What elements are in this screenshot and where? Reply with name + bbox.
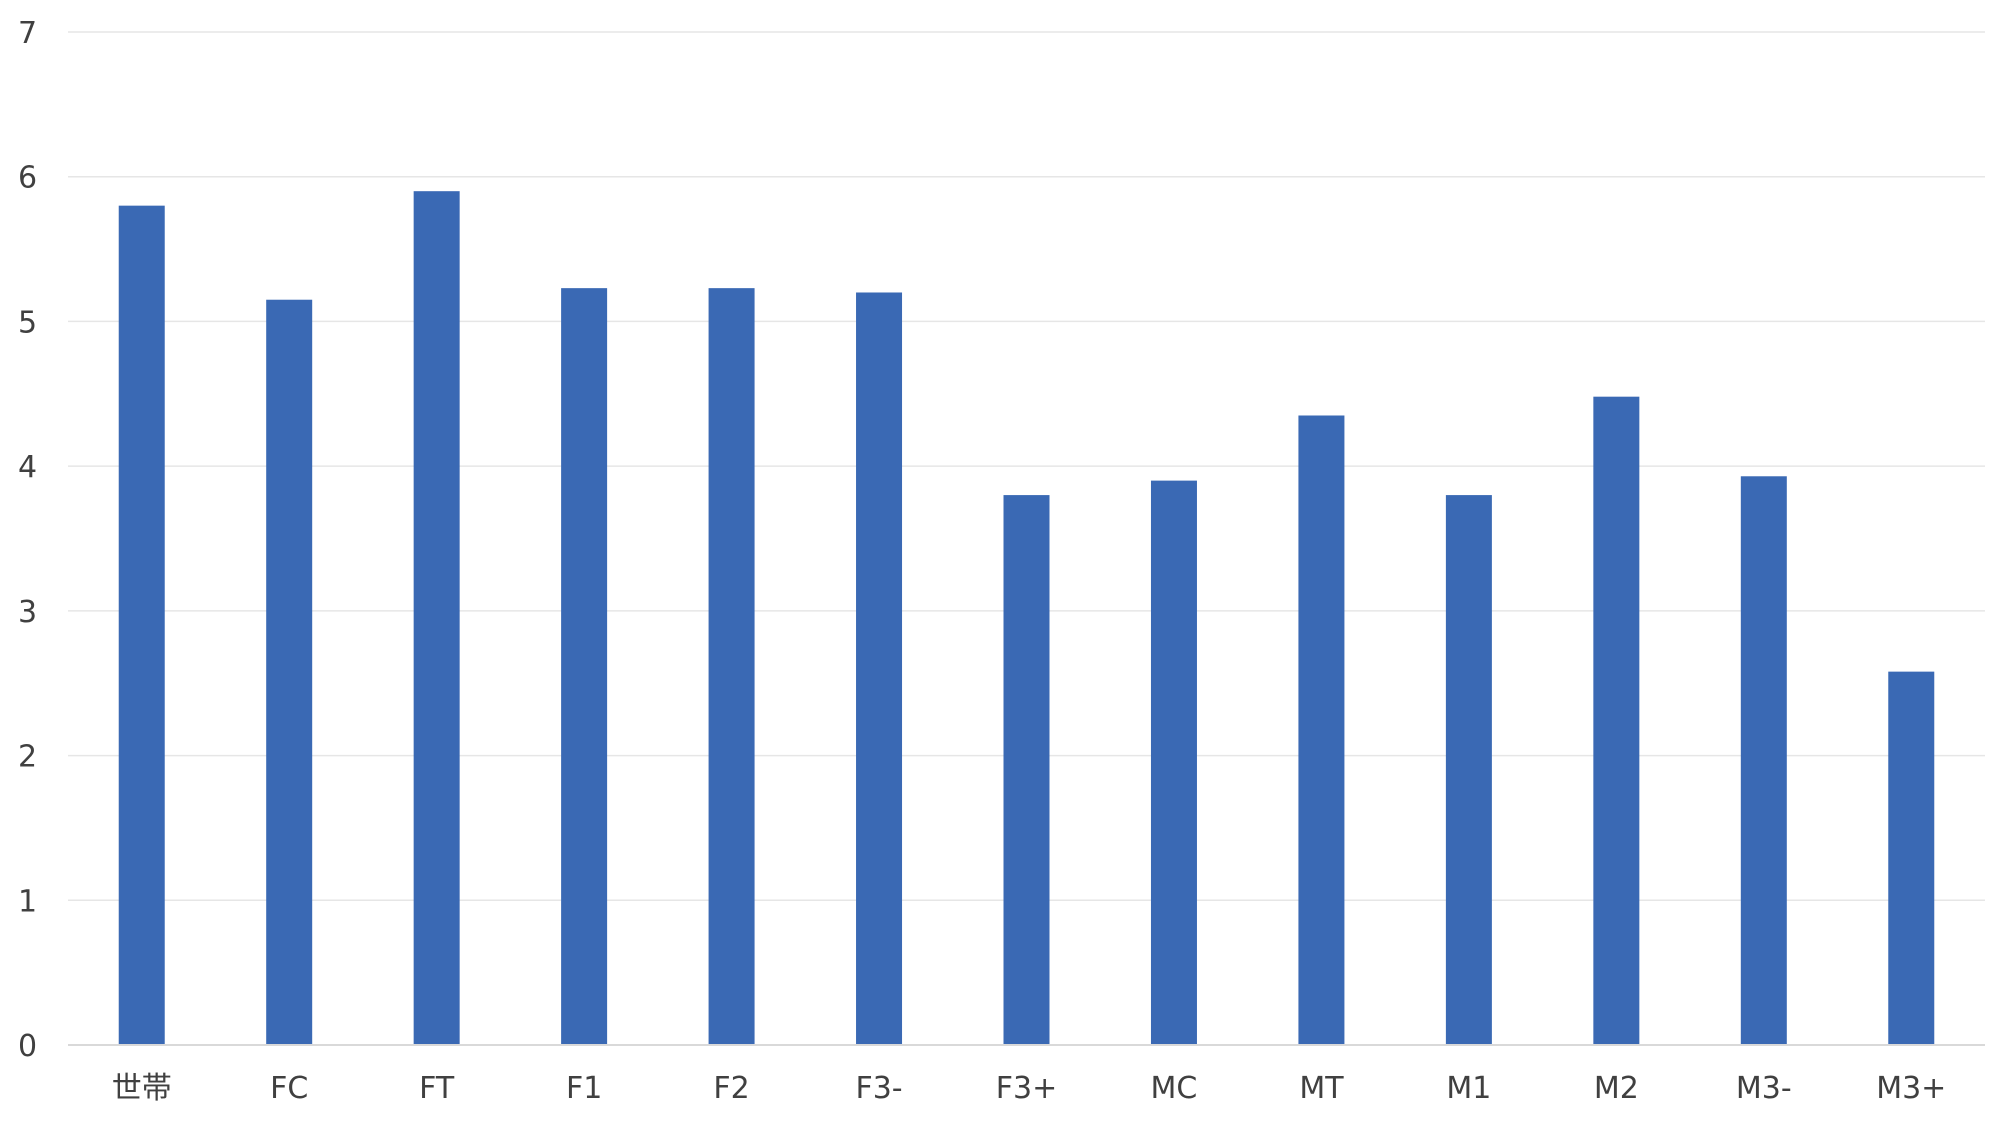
y-tick-label: 7: [18, 16, 37, 51]
bar-M1: [1445, 495, 1492, 1046]
bar-M3+: [1888, 671, 1935, 1045]
bar-F1: [561, 288, 608, 1045]
y-tick-label: 3: [18, 595, 37, 630]
bar-M3-: [1740, 476, 1787, 1046]
bar-FC: [266, 299, 313, 1045]
y-tick-label: 4: [18, 450, 37, 485]
bar-MT: [1298, 415, 1345, 1045]
x-category-label: F3-: [855, 1071, 902, 1106]
x-axis-category-labels: 世帯 FC FT F1 F2 F3- F3+ MC MT M1 M2 M3- M3+: [112, 1071, 1947, 1106]
x-category-label: MT: [1299, 1071, 1344, 1106]
y-tick-label: 6: [18, 161, 37, 196]
bar-世帯: [118, 205, 165, 1045]
x-category-label: F2: [713, 1071, 749, 1106]
x-category-label: M3-: [1736, 1071, 1792, 1106]
bar-M2: [1593, 396, 1640, 1045]
x-category-label: M1: [1446, 1071, 1491, 1106]
bars: [118, 191, 1935, 1046]
x-category-label: FT: [419, 1071, 455, 1106]
bar-MC: [1150, 480, 1197, 1046]
bar-F2: [708, 288, 755, 1045]
y-tick-label: 1: [18, 884, 37, 919]
x-category-label: MC: [1151, 1071, 1198, 1106]
x-category-label: F1: [566, 1071, 602, 1106]
x-category-label: M3+: [1876, 1071, 1946, 1106]
x-category-label: FC: [270, 1071, 308, 1106]
x-category-label: M2: [1594, 1071, 1639, 1106]
bar-F3-: [856, 292, 903, 1045]
y-tick-label: 2: [18, 740, 37, 775]
y-axis-tick-labels: 0 1 2 3 4 5 6 7: [18, 16, 37, 1064]
x-category-label: 世帯: [112, 1071, 172, 1106]
y-tick-label: 0: [18, 1029, 37, 1064]
bar-F3+: [1003, 495, 1050, 1046]
y-tick-label: 5: [18, 305, 37, 340]
x-category-label: F3+: [996, 1071, 1057, 1106]
bar-FT: [413, 191, 460, 1045]
